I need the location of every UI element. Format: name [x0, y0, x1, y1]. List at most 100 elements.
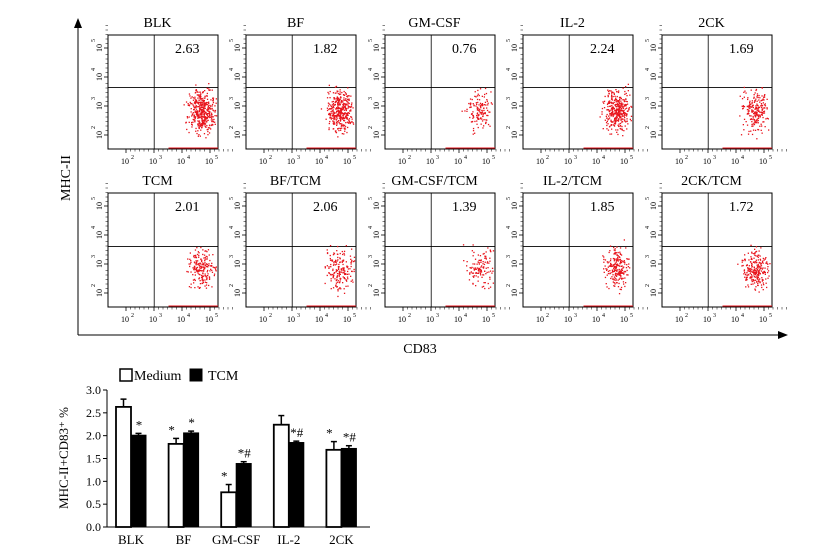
- scatter-dot: [197, 115, 199, 117]
- scatter-dot: [739, 115, 741, 117]
- scatter-dot: [482, 127, 484, 129]
- scatter-dot: [333, 253, 336, 255]
- scatter-dot: [477, 114, 479, 116]
- scatter-dot: [204, 118, 206, 120]
- scatter-dot: [754, 269, 756, 271]
- scatter-dot: [759, 278, 761, 280]
- scatter-dot: [754, 99, 756, 102]
- scatter-dot: [482, 113, 484, 115]
- scatter-dot: [203, 115, 205, 117]
- scatter-dot: [346, 96, 349, 98]
- scatter-dot: [212, 98, 214, 101]
- scatter-dot: [332, 254, 335, 256]
- scatter-dot: [336, 110, 338, 112]
- scatter-dot: [344, 107, 346, 109]
- scatter-dot: [617, 108, 619, 110]
- scatter-dot: [337, 128, 339, 130]
- scatter-dot: [343, 288, 345, 290]
- scatter-dot: [621, 109, 623, 111]
- scatter-dot: [207, 116, 210, 118]
- scatter-dot: [194, 116, 196, 118]
- x-tick-label: 10: [149, 157, 157, 166]
- scatter-dot: [211, 103, 214, 106]
- scatter-dot: [202, 111, 204, 114]
- scatter-dot: [340, 110, 343, 112]
- scatter-dot: [608, 126, 611, 128]
- scatter-dot: [476, 98, 479, 101]
- scatter-dot: [471, 266, 473, 269]
- scatter-dot: [618, 104, 620, 106]
- scatter-dot: [481, 103, 483, 105]
- scatter-dot: [611, 271, 613, 274]
- scatter-dot: [618, 119, 620, 121]
- scatter-dot: [206, 98, 209, 100]
- scatter-dot: [759, 269, 761, 271]
- x-tick-exponent: 3: [159, 313, 162, 319]
- scatter-dot: [481, 95, 483, 97]
- scatter-dot: [210, 265, 212, 267]
- scatter-dot: [755, 112, 757, 114]
- x-tick-exponent: 2: [131, 155, 134, 161]
- scatter-dot: [332, 121, 335, 123]
- y-tick-label: 10: [372, 260, 381, 268]
- scatter-dot: [757, 108, 760, 110]
- scatter-dot: [336, 124, 338, 126]
- scatter-dot: [613, 276, 616, 278]
- x-tick-exponent: 2: [685, 313, 688, 319]
- y-tick-label: 10: [510, 131, 519, 139]
- scatter-dot: [470, 267, 472, 269]
- scatter-dot: [753, 268, 756, 270]
- scatter-dot: [616, 274, 618, 276]
- bar-chart: Medium TCM MHC-II+CD83⁺ % 0.00.51.01.52.…: [56, 368, 370, 547]
- scatter-dot: [612, 257, 615, 260]
- scatter-dot: [752, 279, 755, 281]
- scatter-dot: [761, 99, 763, 101]
- scatter-dot: [609, 105, 611, 107]
- scatter-dot: [198, 124, 200, 126]
- scatter-dot: [751, 252, 753, 254]
- scatter-dot: [201, 115, 203, 118]
- scatter-dot: [469, 106, 471, 109]
- scatter-dot: [607, 270, 610, 272]
- scatter-dot: [480, 117, 482, 119]
- scatter-dot: [490, 91, 492, 93]
- scatter-dot: [204, 260, 206, 262]
- scatter-dot: [197, 269, 200, 271]
- scatter-dot: [626, 258, 628, 260]
- scatter-dot: [628, 258, 630, 260]
- scatter-dot: [763, 111, 765, 113]
- scatter-dot: [199, 104, 201, 106]
- scatter-dot: [462, 244, 465, 246]
- scatter-dot: [188, 121, 190, 123]
- scatter-dot: [343, 277, 345, 279]
- panel-title: TCM: [142, 174, 173, 189]
- scatter-dot: [210, 99, 212, 101]
- scatter-dot: [333, 118, 335, 121]
- scatter-dot: [339, 98, 341, 100]
- bar-medium: [167, 442, 185, 528]
- scatter-dot: [617, 109, 619, 111]
- scatter-dot: [206, 278, 208, 281]
- scatter-dot: [479, 112, 481, 114]
- scatter-dot: [620, 260, 622, 262]
- y-tick-label: 10: [233, 102, 242, 110]
- scatter-dot: [198, 277, 201, 279]
- scatter-dot: [604, 259, 607, 261]
- scatter-dot: [204, 259, 206, 261]
- scatter-dot: [619, 258, 622, 261]
- scatter-dot: [620, 100, 622, 102]
- scatter-dot: [481, 120, 484, 122]
- panel-frame: [107, 192, 219, 308]
- scatter-dot: [476, 272, 478, 274]
- scatter-dot: [195, 107, 197, 109]
- scatter-dot: [603, 102, 605, 104]
- scatter-dot: [611, 91, 613, 93]
- y-tick-exponent: 3: [645, 255, 651, 258]
- scatter-dot: [758, 250, 760, 252]
- scatter-dot: [749, 107, 751, 110]
- scatter-dot: [200, 123, 202, 125]
- scatter-dot: [484, 270, 486, 272]
- scatter-dot: [194, 103, 197, 105]
- scatter-dot: [606, 274, 608, 276]
